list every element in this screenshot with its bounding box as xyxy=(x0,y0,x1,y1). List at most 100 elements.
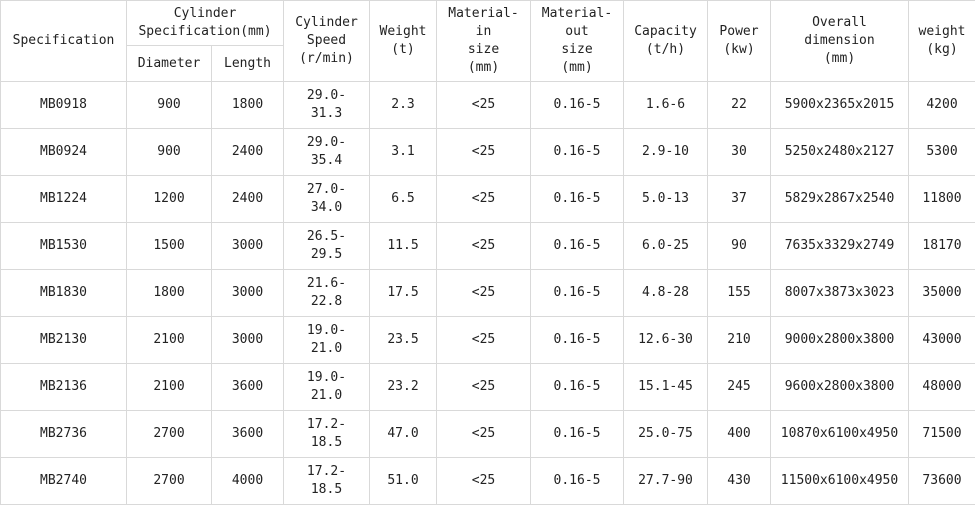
cell-speed: 27.0- 34.0 xyxy=(283,175,370,223)
cell-power: 30 xyxy=(707,128,771,176)
cell-diameter: 1200 xyxy=(126,175,212,223)
cell-model: MB1530 xyxy=(0,222,127,270)
cell-weight-kg: 5300 xyxy=(908,128,975,176)
table-row: MB1224 1200 2400 27.0- 34.0 6.5 <25 0.16-5 5.0-… xyxy=(0,175,975,223)
cell-diameter: 2700 xyxy=(126,410,212,458)
cell-length: 1800 xyxy=(211,81,284,129)
cell-out-size: 0.16-5 xyxy=(530,222,624,270)
cell-length: 3600 xyxy=(211,410,284,458)
cell-weight-kg: 73600 xyxy=(908,457,975,505)
cell-diameter: 2100 xyxy=(126,363,212,411)
header-overall-dimension: Overall dimension (mm) xyxy=(770,0,909,82)
header-diameter: Diameter xyxy=(126,45,212,82)
cell-power: 90 xyxy=(707,222,771,270)
cell-weight-kg: 71500 xyxy=(908,410,975,458)
table-row: MB1830 1800 3000 21.6- 22.8 17.5 <25 0.16-5 4.8… xyxy=(0,269,975,317)
header-length: Length xyxy=(211,45,284,82)
cell-capacity: 27.7-90 xyxy=(623,457,708,505)
cell-capacity: 6.0-25 xyxy=(623,222,708,270)
cell-capacity: 4.8-28 xyxy=(623,269,708,317)
header-weight-t: Weight (t) xyxy=(369,0,437,82)
cell-weight-kg: 11800 xyxy=(908,175,975,223)
cell-length: 3000 xyxy=(211,316,284,364)
cell-model: MB2740 xyxy=(0,457,127,505)
cell-diameter: 1800 xyxy=(126,269,212,317)
cell-in-size: <25 xyxy=(436,363,531,411)
table-row: MB2736 2700 3600 17.2- 18.5 47.0 <25 0.16-5 25.… xyxy=(0,410,975,458)
cell-in-size: <25 xyxy=(436,410,531,458)
header-specification: Specification xyxy=(0,0,127,82)
cell-capacity: 15.1-45 xyxy=(623,363,708,411)
header-capacity: Capacity (t/h) xyxy=(623,0,708,82)
cell-in-size: <25 xyxy=(436,175,531,223)
cell-weight-t: 51.0 xyxy=(369,457,437,505)
cell-model: MB2136 xyxy=(0,363,127,411)
cell-power: 210 xyxy=(707,316,771,364)
cell-weight-kg: 4200 xyxy=(908,81,975,129)
cell-weight-t: 11.5 xyxy=(369,222,437,270)
cell-diameter: 900 xyxy=(126,128,212,176)
header-material-out-size: Material- out size (mm) xyxy=(530,0,624,82)
cell-weight-t: 23.5 xyxy=(369,316,437,364)
cell-in-size: <25 xyxy=(436,128,531,176)
cell-out-size: 0.16-5 xyxy=(530,316,624,364)
cell-length: 3600 xyxy=(211,363,284,411)
cell-dimension: 5900x2365x2015 xyxy=(770,81,909,129)
cell-diameter: 2700 xyxy=(126,457,212,505)
cell-weight-kg: 35000 xyxy=(908,269,975,317)
cell-power: 37 xyxy=(707,175,771,223)
cell-out-size: 0.16-5 xyxy=(530,175,624,223)
cell-dimension: 9600x2800x3800 xyxy=(770,363,909,411)
header-material-in-size: Material- in size (mm) xyxy=(436,0,531,82)
cell-model: MB1224 xyxy=(0,175,127,223)
table-body: MB0918 900 1800 29.0- 31.3 2.3 <25 0.16-5 1.6-6… xyxy=(0,81,975,505)
cell-dimension: 7635x3329x2749 xyxy=(770,222,909,270)
cell-diameter: 900 xyxy=(126,81,212,129)
cell-out-size: 0.16-5 xyxy=(530,269,624,317)
cell-weight-t: 3.1 xyxy=(369,128,437,176)
cell-dimension: 9000x2800x3800 xyxy=(770,316,909,364)
cell-dimension: 11500x6100x4950 xyxy=(770,457,909,505)
cell-weight-t: 2.3 xyxy=(369,81,437,129)
cell-out-size: 0.16-5 xyxy=(530,457,624,505)
cell-speed: 19.0- 21.0 xyxy=(283,363,370,411)
cell-model: MB0918 xyxy=(0,81,127,129)
cell-dimension: 10870x6100x4950 xyxy=(770,410,909,458)
cell-speed: 29.0- 31.3 xyxy=(283,81,370,129)
cell-speed: 17.2- 18.5 xyxy=(283,457,370,505)
cell-weight-t: 6.5 xyxy=(369,175,437,223)
cell-weight-kg: 48000 xyxy=(908,363,975,411)
cell-power: 400 xyxy=(707,410,771,458)
header-row-sub: Diameter Length xyxy=(1,45,975,82)
cell-weight-t: 23.2 xyxy=(369,363,437,411)
cell-power: 155 xyxy=(707,269,771,317)
cell-model: MB1830 xyxy=(0,269,127,317)
cell-weight-t: 47.0 xyxy=(369,410,437,458)
table-row: MB0924 900 2400 29.0- 35.4 3.1 <25 0.16-5 2.9-1… xyxy=(0,128,975,176)
cell-in-size: <25 xyxy=(436,457,531,505)
cell-out-size: 0.16-5 xyxy=(530,363,624,411)
cell-model: MB2736 xyxy=(0,410,127,458)
cell-dimension: 8007x3873x3023 xyxy=(770,269,909,317)
header-power: Power (kw) xyxy=(707,0,771,82)
cell-weight-kg: 43000 xyxy=(908,316,975,364)
header-row-top: Specification Cylinder Specification(mm)… xyxy=(0,0,975,82)
cell-length: 4000 xyxy=(211,457,284,505)
cell-in-size: <25 xyxy=(436,222,531,270)
cell-speed: 17.2- 18.5 xyxy=(283,410,370,458)
cell-power: 22 xyxy=(707,81,771,129)
cell-diameter: 2100 xyxy=(126,316,212,364)
cell-in-size: <25 xyxy=(436,316,531,364)
cell-model: MB0924 xyxy=(0,128,127,176)
table-row: MB2130 2100 3000 19.0- 21.0 23.5 <25 0.16-5 12.… xyxy=(0,316,975,364)
cell-power: 245 xyxy=(707,363,771,411)
cell-capacity: 5.0-13 xyxy=(623,175,708,223)
table-row: MB1530 1500 3000 26.5- 29.5 11.5 <25 0.16-5 6.0… xyxy=(0,222,975,270)
cell-length: 2400 xyxy=(211,128,284,176)
cell-capacity: 12.6-30 xyxy=(623,316,708,364)
cell-speed: 21.6- 22.8 xyxy=(283,269,370,317)
cell-length: 2400 xyxy=(211,175,284,223)
cell-power: 430 xyxy=(707,457,771,505)
header-cylinder-specification: Cylinder Specification(mm) xyxy=(126,0,284,46)
cell-speed: 26.5- 29.5 xyxy=(283,222,370,270)
